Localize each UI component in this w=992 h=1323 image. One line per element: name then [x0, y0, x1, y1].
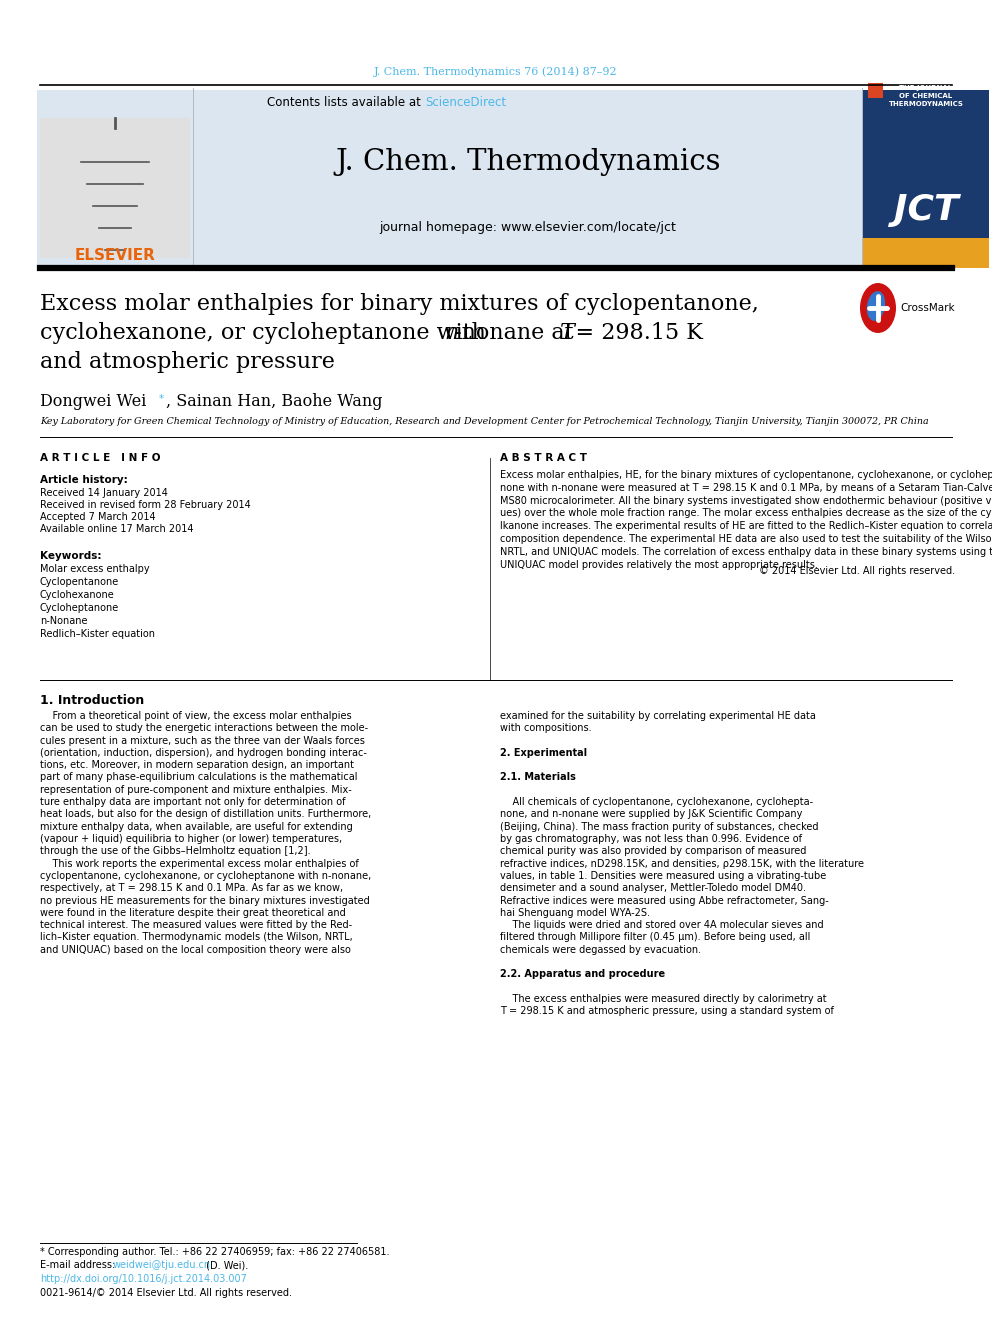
Text: were found in the literature despite their great theoretical and: were found in the literature despite the… [40, 908, 346, 918]
Text: cyclopentanone, cyclohexanone, or cycloheptanone with n-nonane,: cyclopentanone, cyclohexanone, or cycloh… [40, 871, 371, 881]
Text: 2.2. Apparatus and procedure: 2.2. Apparatus and procedure [500, 970, 665, 979]
Text: (D. Wei).: (D. Wei). [203, 1259, 248, 1270]
Text: 0021-9614/© 2014 Elsevier Ltd. All rights reserved.: 0021-9614/© 2014 Elsevier Ltd. All right… [40, 1289, 292, 1298]
Text: E-mail address:: E-mail address: [40, 1259, 118, 1270]
Text: mixture enthalpy data, when available, are useful for extending: mixture enthalpy data, when available, a… [40, 822, 353, 832]
Text: none with n-nonane were measured at T = 298.15 K and 0.1 MPa, by means of a Seta: none with n-nonane were measured at T = … [500, 483, 992, 492]
Text: THE JOURNAL
OF CHEMICAL
THERMODYNAMICS: THE JOURNAL OF CHEMICAL THERMODYNAMICS [889, 85, 963, 107]
Text: The excess enthalpies were measured directly by calorimetry at: The excess enthalpies were measured dire… [500, 994, 826, 1004]
Text: UNIQUAC model provides relatively the most appropriate results.: UNIQUAC model provides relatively the mo… [500, 560, 817, 570]
Text: Available online 17 March 2014: Available online 17 March 2014 [40, 524, 193, 534]
Text: CrossMark: CrossMark [900, 303, 954, 314]
Text: Excess molar enthalpies, HE, for the binary mixtures of cyclopentanone, cyclohex: Excess molar enthalpies, HE, for the bin… [500, 470, 992, 480]
Text: tions, etc. Moreover, in modern separation design, an important: tions, etc. Moreover, in modern separati… [40, 761, 354, 770]
Text: cyclohexanone, or cycloheptanone with: cyclohexanone, or cycloheptanone with [40, 321, 493, 344]
Text: hai Shenguang model WYA-2S.: hai Shenguang model WYA-2S. [500, 908, 650, 918]
Text: Excess molar enthalpies for binary mixtures of cyclopentanone,: Excess molar enthalpies for binary mixtu… [40, 292, 759, 315]
Text: Received 14 January 2014: Received 14 January 2014 [40, 488, 168, 497]
Text: , Sainan Han, Baohe Wang: , Sainan Han, Baohe Wang [166, 393, 383, 410]
Text: *: * [159, 394, 164, 404]
Text: weidwei@tju.edu.cn: weidwei@tju.edu.cn [113, 1259, 211, 1270]
Text: Contents lists available at: Contents lists available at [268, 97, 425, 110]
Text: journal homepage: www.elsevier.com/locate/jct: journal homepage: www.elsevier.com/locat… [380, 221, 677, 234]
Bar [40, 118, 190, 258]
Text: Keywords:: Keywords: [40, 550, 101, 561]
Text: densimeter and a sound analyser, Mettler-Toledo model DM40.: densimeter and a sound analyser, Mettler… [500, 884, 806, 893]
Text: NRTL, and UNIQUAC models. The correlation of excess enthalpy data in these binar: NRTL, and UNIQUAC models. The correlatio… [500, 546, 992, 557]
Text: J. Chem. Thermodynamics 76 (2014) 87–92: J. Chem. Thermodynamics 76 (2014) 87–92 [374, 66, 618, 77]
Text: respectively, at T = 298.15 K and 0.1 MPa. As far as we know,: respectively, at T = 298.15 K and 0.1 MP… [40, 884, 343, 893]
Text: 2.1. Materials: 2.1. Materials [500, 773, 576, 782]
Text: can be used to study the energetic interactions between the mole-: can be used to study the energetic inter… [40, 724, 368, 733]
Text: © 2014 Elsevier Ltd. All rights reserved.: © 2014 Elsevier Ltd. All rights reserved… [759, 566, 955, 577]
Text: All chemicals of cyclopentanone, cyclohexanone, cyclohepta-: All chemicals of cyclopentanone, cyclohe… [500, 796, 813, 807]
Text: T: T [560, 321, 575, 344]
Text: (vapour + liquid) equilibria to higher (or lower) temperatures,: (vapour + liquid) equilibria to higher (… [40, 833, 342, 844]
Text: lich–Kister equation. Thermodynamic models (the Wilson, NRTL,: lich–Kister equation. Thermodynamic mode… [40, 933, 353, 942]
Text: A B S T R A C T: A B S T R A C T [500, 452, 587, 463]
Text: Accepted 7 March 2014: Accepted 7 March 2014 [40, 512, 156, 523]
Text: (Beijing, China). The mass fraction purity of substances, checked: (Beijing, China). The mass fraction puri… [500, 822, 818, 832]
Text: Article history:: Article history: [40, 475, 128, 486]
Text: ScienceDirect: ScienceDirect [425, 97, 506, 110]
Text: through the use of the Gibbs–Helmholtz equation [1,2].: through the use of the Gibbs–Helmholtz e… [40, 847, 310, 856]
Text: ELSEVIER: ELSEVIER [74, 247, 156, 262]
Text: heat loads, but also for the design of distillation units. Furthermore,: heat loads, but also for the design of d… [40, 810, 371, 819]
Text: chemical purity was also provided by comparison of measured: chemical purity was also provided by com… [500, 847, 806, 856]
Text: with compositions.: with compositions. [500, 724, 591, 733]
Text: (orientation, induction, dispersion), and hydrogen bonding interac-: (orientation, induction, dispersion), an… [40, 747, 367, 758]
Text: MS80 microcalorimeter. All the binary systems investigated show endothermic beha: MS80 microcalorimeter. All the binary sy… [500, 496, 992, 505]
Text: Redlich–Kister equation: Redlich–Kister equation [40, 628, 155, 639]
Text: filtered through Millipore filter (0.45 μm). Before being used, all: filtered through Millipore filter (0.45 … [500, 933, 810, 942]
Text: n: n [444, 321, 458, 344]
Text: 2. Experimental: 2. Experimental [500, 747, 587, 758]
Text: Received in revised form 28 February 2014: Received in revised form 28 February 201… [40, 500, 251, 509]
Text: examined for the suitability by correlating experimental HE data: examined for the suitability by correlat… [500, 710, 815, 721]
Text: ues) over the whole mole fraction range. The molar excess enthalpies decrease as: ues) over the whole mole fraction range.… [500, 508, 992, 519]
Text: none, and n-nonane were supplied by J&K Scientific Company: none, and n-nonane were supplied by J&K … [500, 810, 803, 819]
Text: n-Nonane: n-Nonane [40, 617, 87, 626]
Text: -nonane at: -nonane at [454, 321, 580, 344]
Text: The liquids were dried and stored over 4A molecular sieves and: The liquids were dried and stored over 4… [500, 919, 823, 930]
Text: ture enthalpy data are important not only for determination of: ture enthalpy data are important not onl… [40, 796, 345, 807]
Text: representation of pure-component and mixture enthalpies. Mix-: representation of pure-component and mix… [40, 785, 352, 795]
Bar [863, 90, 989, 269]
Text: Refractive indices were measured using Abbe refractometer, Sang-: Refractive indices were measured using A… [500, 896, 828, 905]
Text: A R T I C L E   I N F O: A R T I C L E I N F O [40, 452, 161, 463]
Bar [863, 238, 989, 269]
Text: Molar excess enthalpy: Molar excess enthalpy [40, 564, 150, 574]
Ellipse shape [867, 291, 885, 321]
Text: Cyclopentanone: Cyclopentanone [40, 577, 119, 587]
Text: = 298.15 K: = 298.15 K [571, 321, 703, 344]
Text: T = 298.15 K and atmospheric pressure, using a standard system of: T = 298.15 K and atmospheric pressure, u… [500, 1007, 834, 1016]
Text: no previous HE measurements for the binary mixtures investigated: no previous HE measurements for the bina… [40, 896, 370, 905]
Text: technical interest. The measured values were fitted by the Red-: technical interest. The measured values … [40, 919, 352, 930]
Text: composition dependence. The experimental HE data are also used to test the suita: composition dependence. The experimental… [500, 534, 992, 544]
Text: Key Laboratory for Green Chemical Technology of Ministry of Education, Research : Key Laboratory for Green Chemical Techno… [40, 418, 929, 426]
Text: by gas chromatography, was not less than 0.996. Evidence of: by gas chromatography, was not less than… [500, 833, 802, 844]
Bar [37, 90, 865, 269]
Text: * Corresponding author. Tel.: +86 22 27406959; fax: +86 22 27406581.: * Corresponding author. Tel.: +86 22 274… [40, 1248, 390, 1257]
Text: Cyclohexanone: Cyclohexanone [40, 590, 115, 601]
Bar [868, 83, 883, 98]
Text: http://dx.doi.org/10.1016/j.jct.2014.03.007: http://dx.doi.org/10.1016/j.jct.2014.03.… [40, 1274, 247, 1285]
Text: values, in table 1. Densities were measured using a vibrating-tube: values, in table 1. Densities were measu… [500, 871, 826, 881]
Text: cules present in a mixture, such as the three van der Waals forces: cules present in a mixture, such as the … [40, 736, 365, 746]
Text: chemicals were degassed by evacuation.: chemicals were degassed by evacuation. [500, 945, 701, 955]
Text: This work reports the experimental excess molar enthalpies of: This work reports the experimental exces… [40, 859, 359, 869]
Text: lkanone increases. The experimental results of HE are fitted to the Redlich–Kist: lkanone increases. The experimental resu… [500, 521, 992, 532]
Text: JCT: JCT [894, 193, 958, 228]
Ellipse shape [860, 283, 896, 333]
Text: 1. Introduction: 1. Introduction [40, 693, 144, 706]
Text: and UNIQUAC) based on the local composition theory were also: and UNIQUAC) based on the local composit… [40, 945, 351, 955]
Text: part of many phase-equilibrium calculations is the mathematical: part of many phase-equilibrium calculati… [40, 773, 357, 782]
Text: refractive indices, nD298.15K, and densities, ρ298.15K, with the literature: refractive indices, nD298.15K, and densi… [500, 859, 864, 869]
Text: J. Chem. Thermodynamics: J. Chem. Thermodynamics [335, 148, 721, 176]
Text: Cycloheptanone: Cycloheptanone [40, 603, 119, 613]
Text: From a theoretical point of view, the excess molar enthalpies: From a theoretical point of view, the ex… [40, 710, 351, 721]
Text: and atmospheric pressure: and atmospheric pressure [40, 351, 335, 373]
Text: Dongwei Wei: Dongwei Wei [40, 393, 147, 410]
